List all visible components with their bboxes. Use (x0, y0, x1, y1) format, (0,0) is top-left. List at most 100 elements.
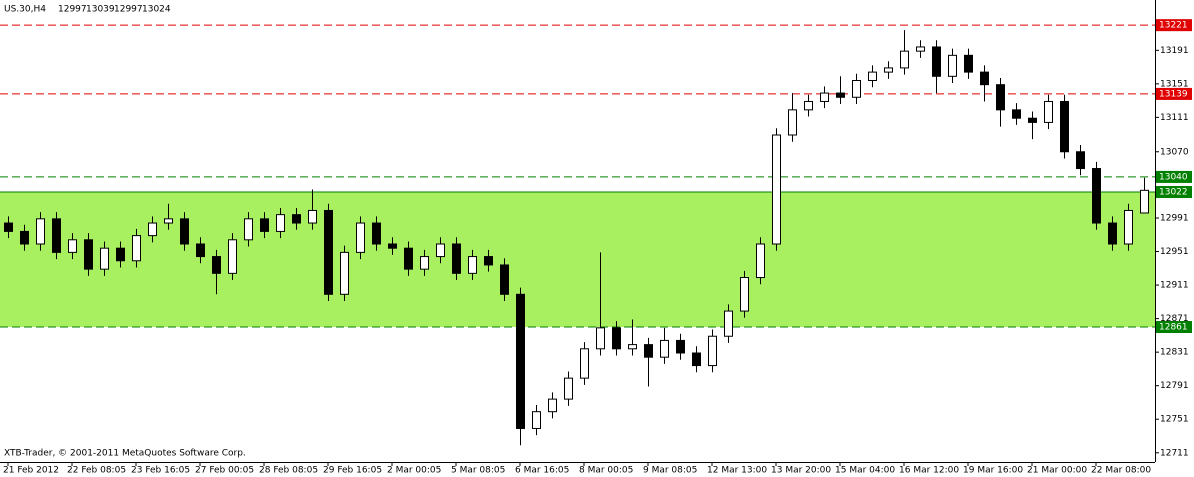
candle-body (116, 247, 125, 262)
level-label: 13022 (1159, 188, 1188, 198)
candle-body (532, 411, 541, 429)
candle-body (884, 67, 893, 73)
x-tick-label: 23 Feb 16:05 (131, 466, 190, 476)
candle-body (852, 79, 861, 98)
x-tick-label: 27 Feb 00:05 (195, 466, 254, 476)
candle-body (724, 310, 733, 337)
candle-body (372, 222, 381, 245)
candle-body (324, 209, 333, 295)
candle-body (292, 214, 301, 224)
candle-body (468, 256, 477, 274)
header-bg (2, 2, 172, 16)
candle-body (308, 209, 317, 224)
level-label-bg (1156, 186, 1192, 199)
candle-body (148, 222, 157, 237)
candle-body (788, 109, 797, 136)
candle-body (1012, 109, 1021, 119)
candle-body (388, 243, 397, 249)
ohlc-close: 13024 (142, 5, 171, 15)
candle-body (1076, 151, 1085, 170)
candle-body (1044, 100, 1053, 123)
y-tick-label: 13191 (1160, 46, 1189, 56)
candle-body (68, 239, 77, 253)
y-tick-label: 12871 (1160, 314, 1189, 324)
x-tick-label: 15 Mar 04:00 (835, 466, 895, 476)
symbol: US.30,H4 (4, 5, 46, 15)
candle-body (260, 218, 269, 232)
candle-body (980, 71, 989, 86)
x-tick-label: 13 Mar 20:00 (771, 466, 831, 476)
y-tick-label: 12991 (1160, 214, 1189, 224)
candle-body (628, 344, 637, 350)
candle-body (36, 218, 45, 245)
candle-body (52, 218, 61, 253)
candle-body (564, 377, 573, 400)
candle-body (772, 134, 781, 245)
level-label: 13221 (1159, 21, 1188, 31)
candle-body (676, 339, 685, 354)
x-tick-label: 22 Mar 08:00 (1091, 466, 1151, 476)
candle-body (644, 344, 653, 358)
candle-body (964, 54, 973, 73)
candle-body (548, 398, 557, 413)
candle-body (100, 247, 109, 270)
candle-body (932, 46, 941, 77)
x-tick-label: 12 Mar 13:00 (707, 466, 767, 476)
candle-body (1108, 222, 1117, 245)
candle-body (436, 243, 445, 258)
x-tick-label: 19 Mar 16:00 (963, 466, 1023, 476)
y-tick-label: 13070 (1160, 147, 1189, 157)
plot (0, 24, 1155, 446)
copyright: XTB-Trader, © 2001-2011 MetaQuotes Softw… (4, 449, 246, 459)
candle-body (692, 352, 701, 367)
candle-body (340, 251, 349, 295)
x-tick-label: 16 Mar 12:00 (899, 466, 959, 476)
x-tick-label: 8 Mar 00:05 (579, 466, 633, 476)
candle-body (580, 348, 589, 379)
candle-body (1140, 189, 1149, 214)
candle-body (20, 230, 29, 245)
ohlc-high: 13039 (86, 5, 115, 15)
ohlc-low: 12997 (114, 5, 143, 15)
candle-body (244, 218, 253, 241)
candle-body (660, 339, 669, 358)
ohlc-open: 12997 (58, 5, 87, 15)
candle-body (820, 92, 829, 102)
candle-body (1028, 117, 1037, 123)
candle-body (196, 243, 205, 258)
candle-body (452, 243, 461, 274)
candle-body (132, 235, 141, 262)
y-tick-label: 12911 (1160, 281, 1189, 291)
candle-body (756, 243, 765, 279)
level-label-bg (1156, 170, 1192, 183)
candle-body (740, 277, 749, 312)
candle-body (868, 71, 877, 81)
candle-body (1060, 100, 1069, 153)
candle-body (948, 54, 957, 77)
candle-body (1124, 209, 1133, 245)
candle-body (516, 293, 525, 429)
candle-body (484, 256, 493, 266)
level-label-bg (1156, 19, 1192, 32)
candle-body (420, 256, 429, 270)
candle-body (804, 100, 813, 111)
candle-body (916, 46, 925, 52)
y-tick-label: 12751 (1160, 415, 1189, 425)
y-tick-label: 12711 (1160, 448, 1189, 458)
candle-body (612, 327, 621, 350)
y-tick-label: 13151 (1160, 79, 1189, 89)
x-tick-label: 21 Feb 2012 (3, 466, 59, 476)
x-tick-label: 21 Mar 00:00 (1027, 466, 1087, 476)
candle-body (708, 335, 717, 367)
candle-body (212, 256, 221, 274)
candle-body (404, 247, 413, 270)
candle-body (356, 222, 365, 253)
candle-body (276, 214, 285, 232)
y-tick-label: 12791 (1160, 381, 1189, 391)
x-tick-label: 2 Mar 00:05 (387, 466, 441, 476)
candle-body (164, 218, 173, 224)
candle-body (4, 222, 13, 232)
y-tick-label: 12951 (1160, 247, 1189, 257)
level-label-bg (1156, 87, 1192, 100)
